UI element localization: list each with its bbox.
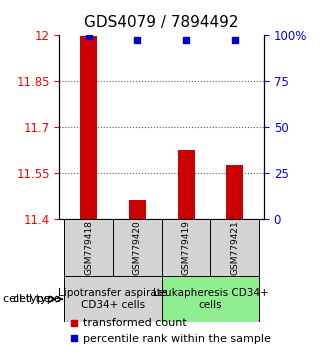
FancyBboxPatch shape — [162, 219, 211, 276]
Bar — [178, 150, 195, 219]
Title: GDS4079 / 7894492: GDS4079 / 7894492 — [84, 15, 239, 30]
Text: GSM779420: GSM779420 — [133, 221, 142, 275]
Text: GSM779421: GSM779421 — [230, 221, 239, 275]
Bar — [129, 200, 146, 219]
FancyBboxPatch shape — [64, 276, 162, 322]
Text: GSM779418: GSM779418 — [84, 220, 93, 275]
Legend: transformed count, percentile rank within the sample: transformed count, percentile rank withi… — [65, 314, 275, 348]
Text: cell type: cell type — [13, 294, 60, 304]
Bar — [80, 36, 97, 219]
Text: GSM779419: GSM779419 — [182, 220, 190, 275]
Text: Lipotransfer aspirate
CD34+ cells: Lipotransfer aspirate CD34+ cells — [58, 288, 168, 310]
FancyBboxPatch shape — [162, 276, 259, 322]
Bar — [226, 165, 243, 219]
Text: Leukapheresis CD34+
cells: Leukapheresis CD34+ cells — [152, 288, 268, 310]
Text: cell type: cell type — [3, 294, 51, 304]
FancyBboxPatch shape — [64, 219, 113, 276]
FancyBboxPatch shape — [113, 219, 162, 276]
FancyBboxPatch shape — [211, 219, 259, 276]
